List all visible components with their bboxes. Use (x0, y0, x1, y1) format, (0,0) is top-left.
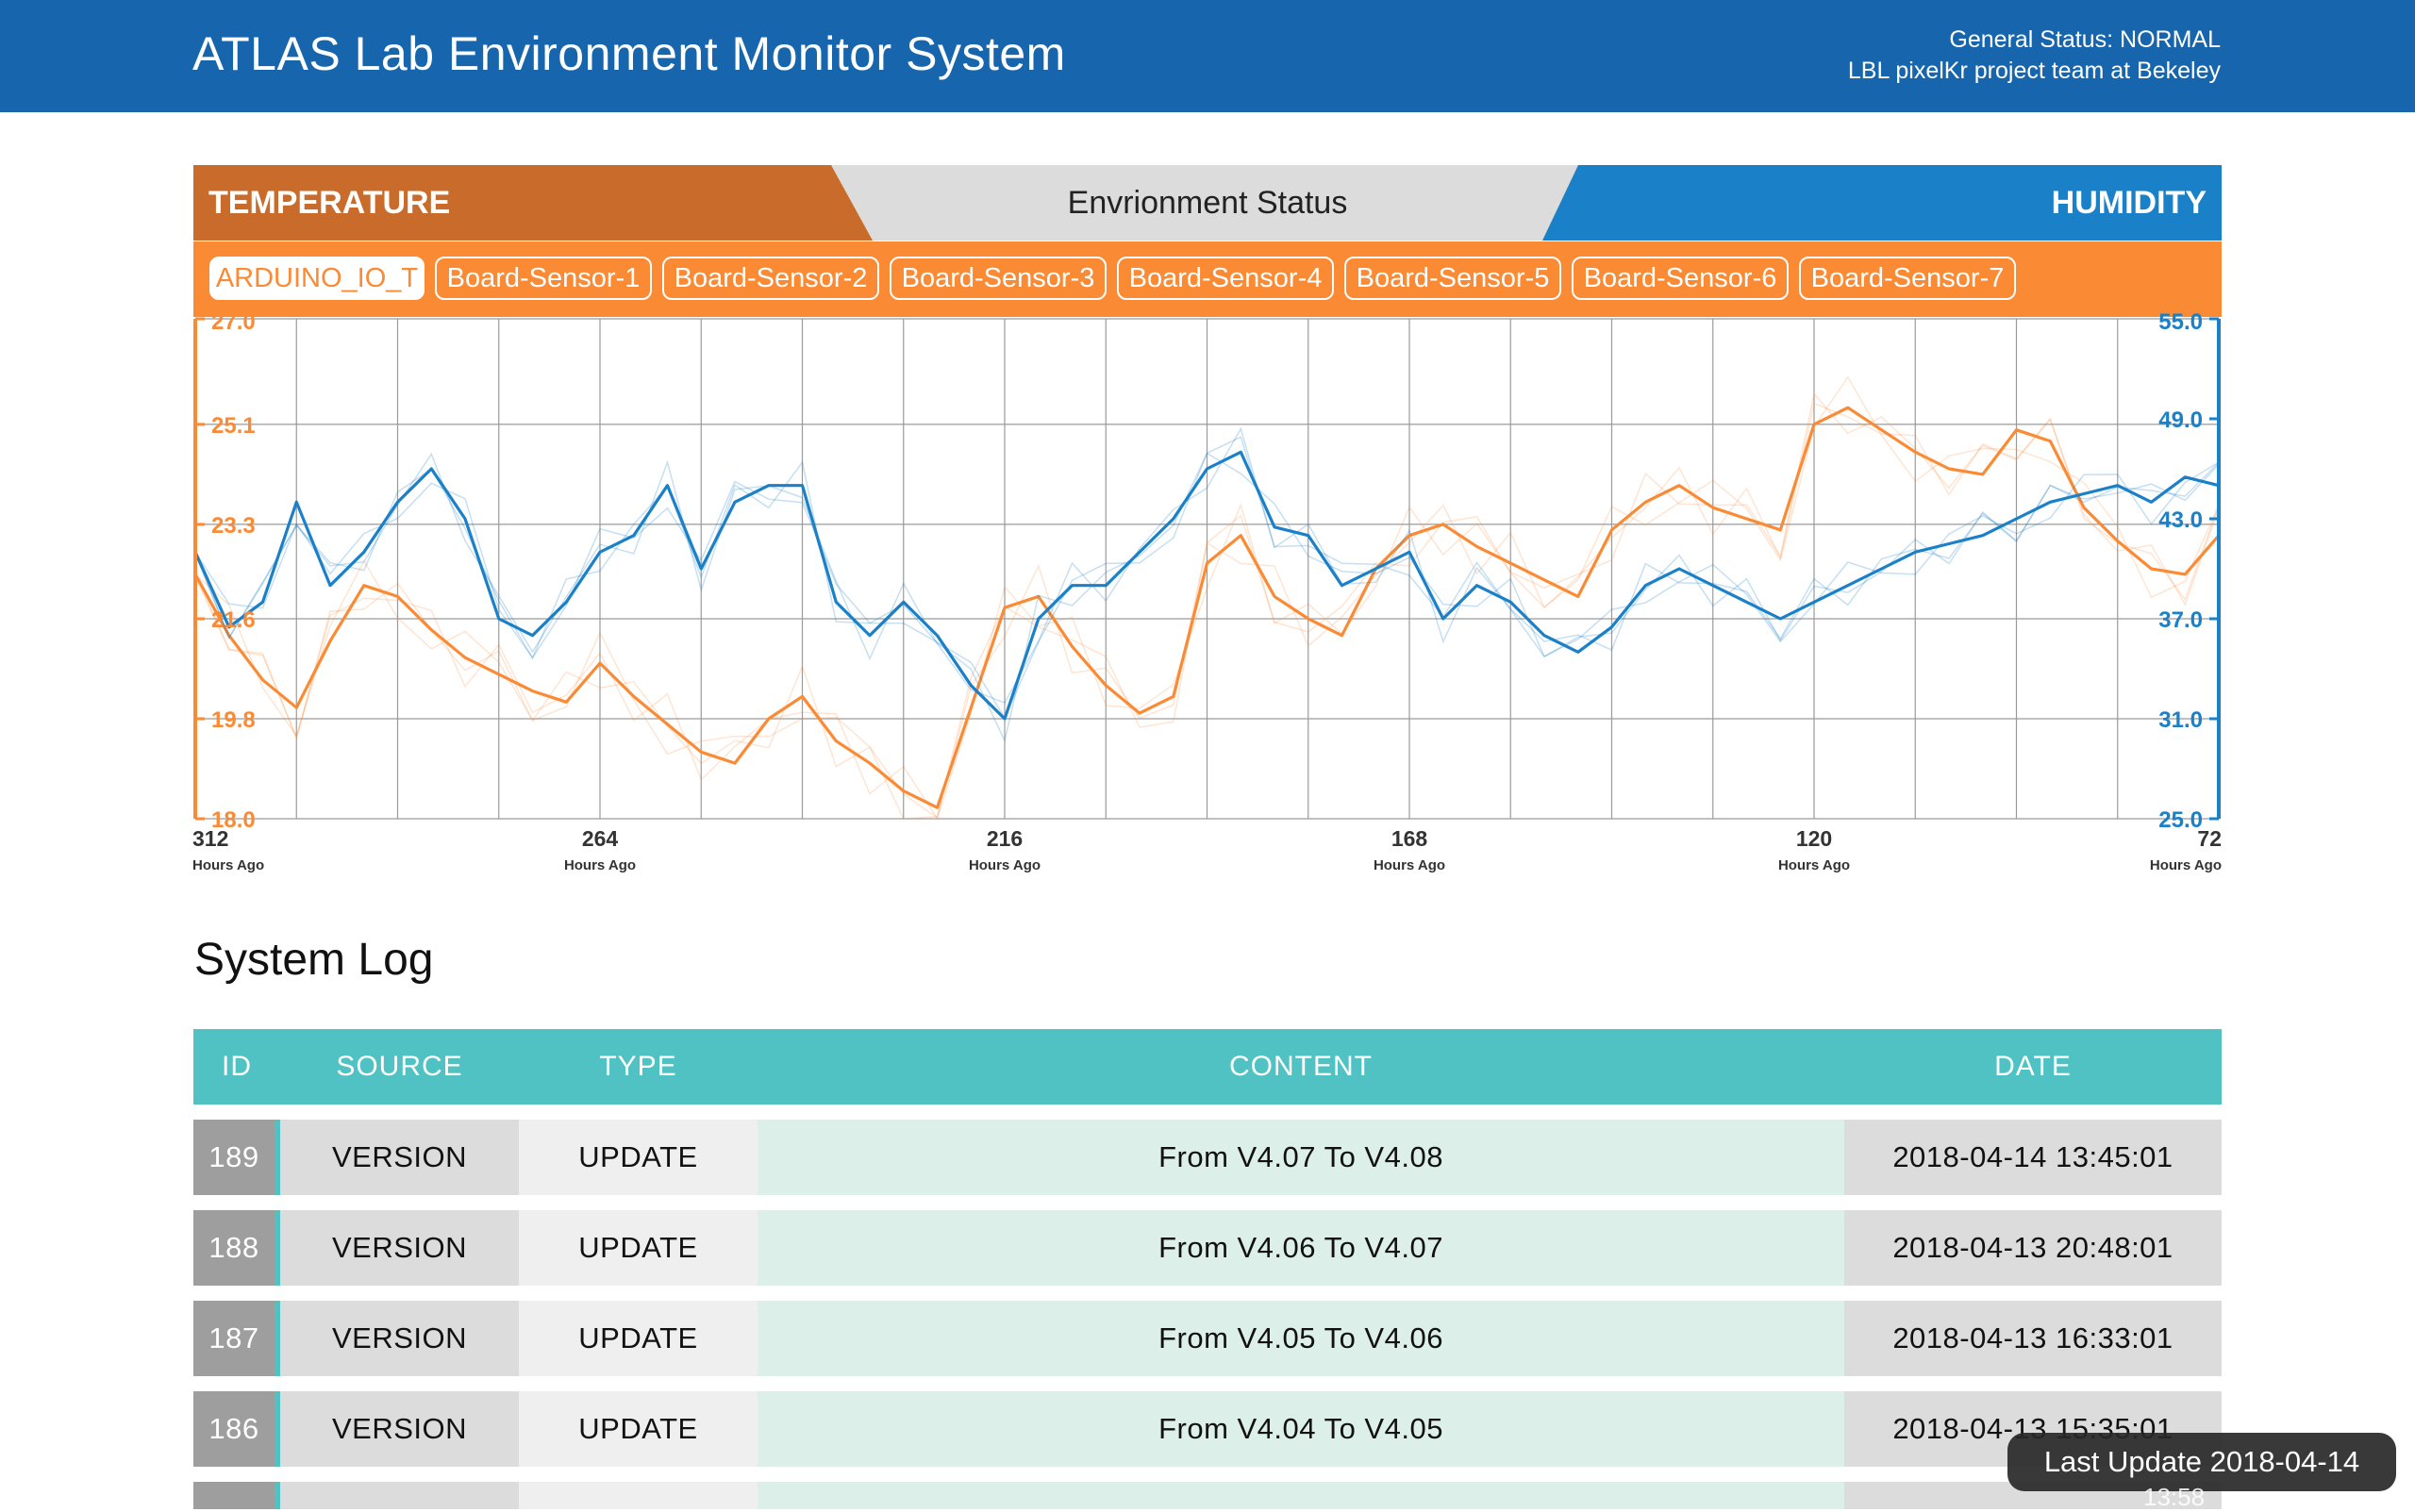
humidity-trace (194, 436, 2220, 720)
x-unit-label: Hours Ago (564, 857, 636, 873)
humidity-trace (194, 452, 2220, 743)
row-source: VERSION (280, 1391, 519, 1467)
temperature-trace (194, 391, 2220, 821)
table-row[interactable]: 186 VERSION UPDATE From V4.04 To V4.05 2… (193, 1391, 2222, 1467)
row-id: 188 (193, 1210, 280, 1286)
x-unit-label: Hours Ago (969, 857, 1041, 873)
chart-series (193, 375, 2221, 821)
x-tick-label: 168 (1391, 826, 1428, 851)
column-header-source[interactable]: SOURCE (336, 1051, 463, 1082)
row-id: 189 (193, 1120, 280, 1195)
row-content: From V4.06 To V4.07 (758, 1210, 1844, 1286)
x-unit-label: Hours Ago (1374, 857, 1445, 873)
x-tick-label: 264 (582, 826, 619, 851)
right-tick-label: 55.0 (2158, 311, 2203, 335)
chart-grid (194, 318, 2220, 820)
x-tick-label: 312 (192, 826, 228, 851)
row-type: UPDATE (519, 1301, 758, 1376)
row-content: From V4.05 To V4.06 (758, 1301, 1844, 1376)
column-header-type[interactable]: TYPE (599, 1051, 677, 1082)
environment-chart: 27.0 25.1 23.3 21.6 19.8 18.0 55.0 49.0 43.0 37.0… (192, 311, 2222, 873)
table-row[interactable]: 189 VERSION UPDATE From V4.07 To V4.08 2… (193, 1120, 2222, 1195)
row-source: VERSION (280, 1210, 519, 1286)
column-header-date[interactable]: DATE (1994, 1051, 2072, 1082)
sensor-chip-board-sensor-3[interactable]: Board-Sensor-3 (890, 257, 1107, 300)
toast-time: 13:58 (2143, 1483, 2206, 1511)
temperature-tab[interactable]: TEMPERATURE (193, 165, 873, 241)
left-tick-label: 18.0 (211, 807, 256, 833)
sensor-chip-board-sensor-1[interactable]: Board-Sensor-1 (435, 257, 652, 300)
row-date: 2018-04-14 13:45:01 (1844, 1120, 2222, 1195)
temperature-trace (194, 375, 2220, 820)
row-type: UPDATE (519, 1120, 758, 1195)
table-row[interactable]: 188 VERSION UPDATE From V4.06 To V4.07 2… (193, 1210, 2222, 1286)
top-header: ATLAS Lab Environment Monitor System Gen… (0, 0, 2415, 112)
x-unit-label: Hours Ago (192, 857, 264, 873)
environment-status-bar: Envrionment Status TEMPERATURE HUMIDITY (193, 165, 2222, 241)
row-id: 187 (193, 1301, 280, 1376)
general-status: General Status: NORMAL (1949, 26, 2221, 53)
last-update-toast[interactable]: Last Update 2018-04-14 (2007, 1433, 2396, 1491)
sensor-chip-board-sensor-6[interactable]: Board-Sensor-6 (1572, 257, 1789, 300)
x-unit-label: Hours Ago (1778, 857, 1850, 873)
system-log-title: System Log (194, 935, 434, 985)
temperature-label: TEMPERATURE (208, 185, 451, 221)
right-tick-label: 25.0 (2158, 807, 2203, 833)
row-id (193, 1482, 280, 1509)
column-header-content[interactable]: CONTENT (1229, 1051, 1373, 1082)
row-id: 186 (193, 1391, 280, 1467)
row-type (519, 1482, 758, 1509)
left-tick-label: 25.1 (211, 413, 256, 439)
environment-status-label: Envrionment Status (1067, 185, 1348, 221)
row-type: UPDATE (519, 1391, 758, 1467)
table-row[interactable] (193, 1482, 2222, 1509)
header-status: General Status: NORMAL LBL pixelKr proje… (1848, 25, 2221, 87)
temperature-trace (194, 402, 2220, 820)
sensor-chip-arduino-io-t[interactable]: ARDUINO_IO_T (209, 257, 425, 300)
right-tick-label: 43.0 (2158, 507, 2203, 533)
column-header-id[interactable]: ID (222, 1051, 252, 1082)
left-tick-label: 19.8 (211, 707, 256, 733)
row-content: From V4.04 To V4.05 (758, 1391, 1844, 1467)
sensor-chip-board-sensor-2[interactable]: Board-Sensor-2 (662, 257, 879, 300)
sensor-chip-board-sensor-4[interactable]: Board-Sensor-4 (1117, 257, 1334, 300)
row-source: VERSION (280, 1120, 519, 1195)
table-row[interactable]: 187 VERSION UPDATE From V4.05 To V4.06 2… (193, 1301, 2222, 1376)
left-tick-label: 21.6 (211, 607, 256, 633)
right-tick-label: 49.0 (2158, 407, 2203, 433)
right-tick-label: 37.0 (2158, 607, 2203, 633)
row-date: 2018-04-13 16:33:01 (1844, 1301, 2222, 1376)
row-type: UPDATE (519, 1210, 758, 1286)
humidity-tab[interactable]: HUMIDITY (1542, 165, 2222, 241)
right-tick-label: 31.0 (2158, 707, 2203, 733)
humidity-trace (194, 426, 2220, 705)
humidity-label: HUMIDITY (2051, 185, 2207, 221)
x-tick-label: 72 (2197, 826, 2222, 851)
row-content (758, 1482, 1844, 1509)
sensor-chip-board-sensor-7[interactable]: Board-Sensor-7 (1799, 257, 2016, 300)
log-table-header: ID SOURCE TYPE CONTENT DATE (193, 1029, 2222, 1105)
row-content: From V4.07 To V4.08 (758, 1120, 1844, 1195)
team-credit: LBL pixelKr project team at Bekeley (1847, 58, 2221, 84)
app-title: ATLAS Lab Environment Monitor System (192, 27, 1066, 80)
left-tick-label: 23.3 (211, 513, 256, 539)
left-tick-label: 27.0 (211, 311, 256, 335)
sensor-selector: ARDUINO_IO_T Board-Sensor-1 Board-Sensor… (193, 241, 2222, 317)
x-tick-label: 120 (1796, 826, 1832, 851)
row-date: 2018-04-13 15:35:01 (1844, 1391, 2222, 1467)
row-date: 2018-04-13 20:48:01 (1844, 1210, 2222, 1286)
x-tick-label: 216 (987, 826, 1023, 851)
humidity-line (193, 450, 2220, 721)
x-unit-label: Hours Ago (2150, 857, 2222, 873)
row-source (280, 1482, 519, 1509)
chart-axes: 27.0 25.1 23.3 21.6 19.8 18.0 55.0 49.0 43.0 37.0… (192, 311, 2222, 873)
row-source: VERSION (280, 1301, 519, 1376)
sensor-chip-board-sensor-5[interactable]: Board-Sensor-5 (1344, 257, 1561, 300)
temperature-line (193, 406, 2221, 809)
